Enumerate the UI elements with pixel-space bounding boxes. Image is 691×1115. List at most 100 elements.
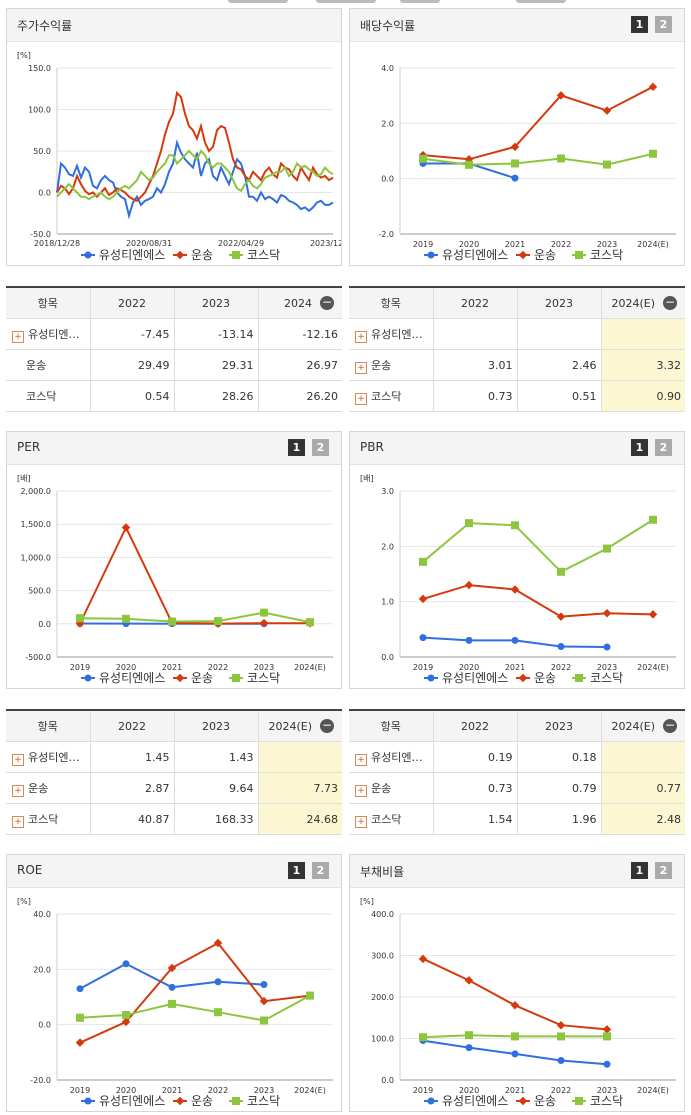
row-label-cell[interactable]: + 코스닥 [349, 803, 433, 835]
row-label-cell[interactable]: + 유성티엔… [349, 318, 433, 350]
y-tick-label: -2.0 [378, 230, 394, 239]
toggle-2-button[interactable]: 2 [312, 439, 329, 456]
toggle-1-button[interactable]: 1 [631, 16, 648, 33]
expand-plus-icon[interactable]: + [355, 815, 367, 828]
legend-item[interactable]: 유성티엔에스 [424, 671, 508, 685]
expand-plus-icon[interactable]: + [355, 753, 367, 766]
table-row: 코스닥 0.54 28.26 26.20 [6, 380, 342, 412]
legend-item[interactable]: 운송 [173, 1094, 213, 1108]
data-point [511, 636, 519, 644]
x-tick-label: 2020 [459, 1086, 479, 1095]
legend-item[interactable]: 유성티엔에스 [81, 248, 165, 262]
row-label-cell[interactable]: + 코스닥 [6, 803, 90, 835]
table-cell [600, 741, 685, 773]
data-point [648, 610, 658, 619]
series-line-1 [56, 139, 334, 220]
legend-item[interactable]: 운송 [516, 1094, 556, 1108]
toggle-1-button[interactable]: 1 [288, 862, 305, 879]
row-label-cell[interactable]: + 운송 [349, 772, 433, 804]
toggle-1-button[interactable]: 1 [631, 862, 648, 879]
expand-plus-icon[interactable]: + [12, 815, 24, 828]
panel-title: 주가수익률 [17, 19, 73, 33]
y-tick-label: -50.0 [30, 230, 51, 239]
data-point [557, 567, 565, 576]
data-point [122, 614, 130, 623]
toggle-2-button[interactable]: 2 [655, 862, 672, 879]
data-point [511, 1032, 519, 1041]
legend-marker [575, 251, 583, 259]
legend-item[interactable]: 코스닥 [572, 248, 623, 262]
legend-item[interactable]: 코스닥 [229, 671, 280, 685]
y-tick-label: -500.0 [25, 653, 51, 662]
legend-item[interactable]: 유성티엔에스 [81, 671, 165, 685]
data-point [602, 1025, 612, 1034]
toggle-2-button[interactable]: 2 [655, 16, 672, 33]
y-tick-label: 20.0 [33, 965, 51, 974]
legend-item[interactable]: 코스닥 [572, 1094, 623, 1108]
x-tick-label: 2019 [413, 1086, 433, 1095]
table-cell: 2.48 [600, 803, 685, 835]
series-line-2 [422, 85, 654, 161]
column-header-label: 2024(E) [611, 296, 655, 310]
y-tick-label: 0.0 [381, 1076, 394, 1085]
legend-label: 유성티엔에스 [442, 671, 508, 685]
row-label-cell[interactable]: + 운송 [349, 349, 433, 381]
legend-label: 운송 [534, 671, 556, 685]
legend-item[interactable]: 코스닥 [229, 1094, 280, 1108]
collapse-column-icon[interactable]: − [320, 295, 334, 310]
column-header: 2024(E) − [257, 711, 342, 742]
table-cell: 3.01 [432, 349, 517, 381]
row-label: 유성티엔… [371, 327, 423, 341]
legend-item[interactable]: 유성티엔에스 [81, 1094, 165, 1108]
collapse-column-icon[interactable]: − [663, 295, 677, 310]
column-header-label: 2023 [545, 296, 573, 310]
expand-plus-icon[interactable]: + [12, 330, 24, 343]
expand-plus-icon[interactable]: + [355, 330, 367, 343]
toggle-2-button[interactable]: 2 [655, 439, 672, 456]
legend-item[interactable]: 운송 [516, 671, 556, 685]
row-label-cell[interactable]: + 코스닥 [349, 380, 433, 412]
expand-plus-icon[interactable]: + [12, 784, 24, 797]
table-cell: 0.73 [432, 772, 517, 804]
x-tick-label: 2022 [551, 240, 571, 249]
legend-item[interactable]: 유성티엔에스 [424, 1094, 508, 1108]
legend-label: 유성티엔에스 [99, 671, 165, 685]
toggle-2-button[interactable]: 2 [312, 862, 329, 879]
row-label-cell[interactable]: + 유성티엔… [6, 318, 90, 350]
legend-item[interactable]: 운송 [173, 248, 213, 262]
toggle-1-button[interactable]: 1 [288, 439, 305, 456]
legend-item[interactable]: 코스닥 [572, 671, 623, 685]
table-cell: 1.43 [173, 741, 258, 773]
per-chart: [배] 2,000.0 1,500.0 1,000.0 500.0 0.0 -500.0 20… [17, 474, 333, 685]
legend-item[interactable]: 유성티엔에스 [424, 248, 508, 262]
data-point [603, 544, 611, 553]
legend-item[interactable]: 운송 [173, 671, 213, 685]
x-tick-label: 2019 [70, 663, 90, 672]
row-label-cell[interactable]: + 유성티엔… [349, 741, 433, 773]
data-point [76, 985, 84, 993]
row-label-cell[interactable]: + 유성티엔… [6, 741, 90, 773]
expand-plus-icon[interactable]: + [355, 361, 367, 374]
collapse-column-icon[interactable]: − [663, 718, 677, 733]
legend-label: 코스닥 [590, 671, 623, 685]
column-header: 항목 [349, 288, 433, 319]
data-point [260, 1016, 268, 1025]
expand-plus-icon[interactable]: + [355, 392, 367, 405]
data-point [511, 159, 519, 168]
legend-item[interactable]: 운송 [516, 248, 556, 262]
column-header-label: 항목 [37, 297, 58, 310]
expand-plus-icon[interactable]: + [12, 753, 24, 766]
row-label-cell[interactable]: + 운송 [6, 772, 90, 804]
data-point [648, 82, 658, 92]
legend-item[interactable]: 코스닥 [229, 248, 280, 262]
y-tick-label: 3.0 [381, 487, 394, 496]
data-point [557, 1032, 565, 1041]
toggle-1-button[interactable]: 1 [631, 439, 648, 456]
table-cell [257, 741, 342, 773]
expand-plus-icon[interactable]: + [355, 784, 367, 797]
series-line-2 [79, 941, 311, 1044]
x-tick-label: 2019 [413, 240, 433, 249]
collapse-column-icon[interactable]: − [320, 718, 334, 733]
data-point [260, 608, 268, 617]
